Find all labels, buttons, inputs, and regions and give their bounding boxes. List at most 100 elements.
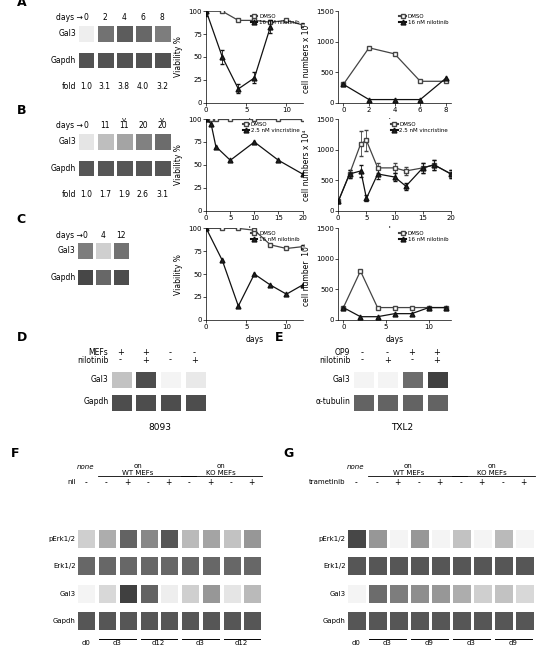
- Bar: [161, 585, 178, 603]
- Legend: DMSO, 16 nM nilotinib: DMSO, 16 nM nilotinib: [251, 231, 300, 242]
- Text: +: +: [395, 478, 401, 487]
- Legend: DMSO, 2.5 nM vincristine: DMSO, 2.5 nM vincristine: [391, 122, 448, 133]
- Text: +: +: [142, 348, 148, 357]
- Text: C: C: [16, 213, 26, 226]
- Bar: [411, 585, 428, 603]
- Bar: [117, 26, 133, 42]
- Bar: [390, 557, 408, 575]
- Text: v: v: [160, 117, 164, 124]
- Bar: [432, 530, 449, 548]
- Bar: [98, 26, 113, 42]
- Bar: [411, 530, 428, 548]
- Text: +: +: [384, 355, 390, 365]
- Text: none: none: [77, 464, 95, 470]
- Text: days →: days →: [56, 121, 83, 130]
- Text: fold: fold: [62, 190, 76, 199]
- Text: WT MEFs: WT MEFs: [393, 469, 424, 475]
- Bar: [244, 557, 261, 575]
- Bar: [114, 270, 129, 285]
- Text: 11: 11: [119, 121, 129, 130]
- Bar: [136, 26, 152, 42]
- Text: -: -: [168, 348, 171, 357]
- Bar: [474, 530, 492, 548]
- Bar: [453, 530, 470, 548]
- Text: +: +: [142, 355, 148, 365]
- Bar: [79, 161, 95, 176]
- Text: 2: 2: [102, 13, 107, 23]
- Text: d3: d3: [112, 640, 122, 647]
- Text: -: -: [386, 348, 389, 357]
- Bar: [136, 161, 152, 176]
- Bar: [78, 557, 95, 575]
- Bar: [354, 373, 374, 388]
- Bar: [516, 530, 534, 548]
- Text: -: -: [84, 478, 87, 487]
- Bar: [348, 612, 366, 630]
- Bar: [516, 557, 534, 575]
- Text: 11: 11: [100, 121, 109, 130]
- Text: 4: 4: [100, 230, 105, 240]
- Bar: [185, 395, 206, 411]
- Bar: [369, 612, 387, 630]
- Text: Gal3: Gal3: [59, 137, 76, 146]
- Text: KO MEFs: KO MEFs: [477, 469, 507, 475]
- Text: +: +: [166, 478, 172, 487]
- Bar: [98, 161, 113, 176]
- Text: d0: d0: [81, 640, 90, 647]
- Bar: [140, 585, 157, 603]
- Text: pErk1/2: pErk1/2: [318, 536, 345, 542]
- Text: -: -: [361, 348, 364, 357]
- Text: on: on: [488, 463, 497, 469]
- Bar: [496, 612, 513, 630]
- Bar: [155, 26, 170, 42]
- Text: 1.9: 1.9: [118, 190, 130, 199]
- Bar: [453, 585, 470, 603]
- Text: Gal3: Gal3: [58, 246, 75, 256]
- Bar: [161, 557, 178, 575]
- Bar: [453, 557, 470, 575]
- X-axis label: days: days: [386, 118, 404, 127]
- Text: -: -: [105, 478, 108, 487]
- Bar: [136, 373, 157, 388]
- Text: 0: 0: [83, 121, 88, 130]
- Bar: [120, 612, 137, 630]
- Text: +: +: [117, 348, 124, 357]
- Bar: [117, 161, 133, 176]
- Bar: [378, 373, 399, 388]
- Bar: [79, 53, 95, 68]
- Bar: [369, 557, 387, 575]
- Text: Gapdh: Gapdh: [83, 397, 108, 406]
- Text: 20: 20: [138, 121, 148, 130]
- Bar: [474, 612, 492, 630]
- Text: d3: d3: [195, 640, 204, 647]
- Bar: [403, 373, 423, 388]
- Text: nil: nil: [67, 479, 75, 485]
- Text: Gapdh: Gapdh: [51, 164, 76, 173]
- Text: WT MEFs: WT MEFs: [122, 469, 153, 475]
- Bar: [155, 53, 170, 68]
- Text: none: none: [347, 464, 365, 470]
- Bar: [136, 395, 157, 411]
- Text: +: +: [124, 478, 130, 487]
- Text: nilotinib: nilotinib: [319, 355, 350, 365]
- Bar: [223, 585, 240, 603]
- Text: -: -: [168, 355, 171, 365]
- X-axis label: days: days: [245, 336, 263, 344]
- Text: nilotinib: nilotinib: [77, 355, 108, 365]
- Bar: [136, 53, 152, 68]
- Text: -: -: [119, 355, 122, 365]
- Bar: [98, 53, 113, 68]
- Text: +: +: [408, 348, 415, 357]
- Bar: [348, 585, 366, 603]
- Bar: [203, 612, 220, 630]
- Legend: DMSO, 2.5 nM vincristine: DMSO, 2.5 nM vincristine: [243, 122, 300, 133]
- Text: 1.7: 1.7: [99, 190, 111, 199]
- Text: F: F: [11, 447, 19, 460]
- Text: 2.6: 2.6: [137, 190, 149, 199]
- Text: KO MEFs: KO MEFs: [206, 469, 235, 475]
- Bar: [203, 530, 220, 548]
- Y-axis label: cell number  10⁴: cell number 10⁴: [301, 243, 311, 305]
- Text: 6: 6: [140, 13, 145, 23]
- Bar: [182, 585, 199, 603]
- Text: Gapdh: Gapdh: [50, 273, 75, 282]
